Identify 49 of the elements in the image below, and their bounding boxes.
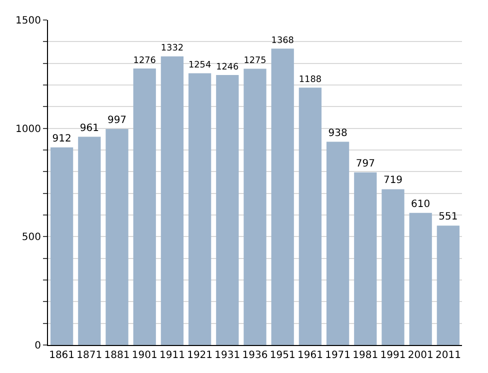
x-tick-label: 1861 [49,350,75,361]
data-label: 551 [438,212,458,223]
bar [382,189,404,345]
x-tick-label: 2011 [435,350,461,361]
bar [133,68,156,345]
bar [326,142,350,345]
data-label: 961 [80,122,99,134]
y-tick-label: 500 [22,232,41,244]
x-tick-label: 1981 [352,350,378,361]
bar [160,56,184,345]
bar [188,73,212,345]
x-tick-label: 2001 [408,350,434,361]
data-label: 997 [107,114,127,126]
data-label: 1275 [244,56,266,66]
data-label: 912 [52,133,72,144]
bar [354,172,377,345]
x-tick-label: 1991 [380,350,406,361]
data-label: 1276 [133,56,156,66]
bar [271,48,294,345]
x-tick-label: 1921 [187,350,213,361]
x-tick-label: 1911 [159,350,185,361]
data-label: 1246 [216,62,240,72]
x-tick-label: 1901 [132,350,158,361]
bar [436,226,460,345]
x-tick-label: 1871 [76,350,102,361]
bar [298,88,322,345]
data-label: 938 [328,128,348,139]
x-tick-label: 1971 [325,350,351,361]
bar [409,212,432,345]
data-label: 1368 [271,36,294,46]
x-tick-label: 1881 [104,350,130,361]
data-label: 1188 [298,74,322,85]
y-tick-label: 1000 [16,124,41,135]
data-label: 1254 [188,60,212,71]
bar [244,68,266,345]
y-tick-label: 1500 [16,16,41,26]
x-tick-label: 1931 [214,350,240,361]
data-label: 1332 [160,44,184,54]
y-tick-label: 0 [34,340,41,352]
data-label: 610 [411,198,430,210]
x-tick-label: 1951 [270,350,296,361]
bar [50,147,74,345]
x-tick-label: 1961 [297,350,323,361]
bar [216,75,239,345]
data-label: 719 [383,175,403,186]
bar [106,128,128,345]
data-label: 797 [356,158,375,170]
bar [78,136,101,345]
x-tick-label: 1936 [242,350,268,361]
